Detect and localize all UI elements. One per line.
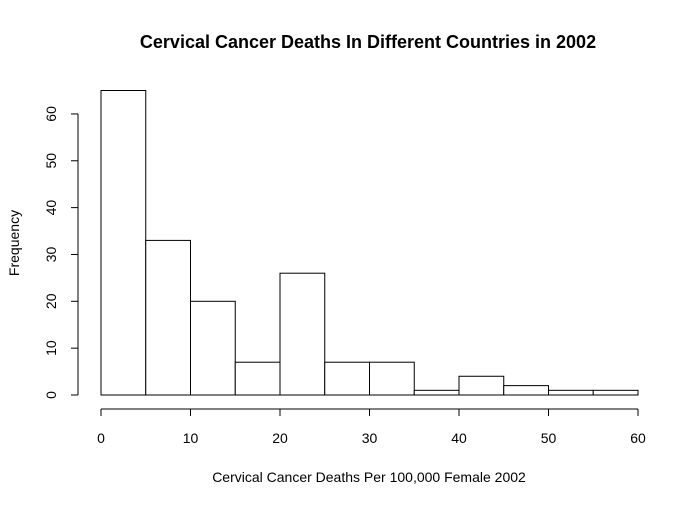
bar-8 [458, 375, 505, 396]
x-axis: 0 10 20 30 40 50 60 [97, 408, 646, 446]
bar-5 [324, 361, 370, 396]
y-tick-label-2: 20 [43, 293, 59, 309]
bar-11 [592, 389, 639, 396]
bar-9 [503, 385, 549, 396]
y-tick-label-4: 40 [43, 200, 59, 216]
chart-title: Cervical Cancer Deaths In Different Coun… [140, 32, 596, 52]
y-tick-label-3: 30 [43, 246, 59, 262]
bar-3 [234, 361, 281, 396]
bar-4 [279, 272, 326, 396]
bar-6 [369, 361, 415, 396]
x-tick-label-4: 40 [451, 430, 467, 446]
x-tick-label-3: 30 [362, 430, 378, 446]
y-tick-label-6: 60 [43, 106, 59, 122]
x-tick-label-1: 10 [183, 430, 199, 446]
x-tick-label-5: 50 [541, 430, 557, 446]
y-tick-label-5: 50 [43, 153, 59, 169]
x-tick-label-6: 60 [630, 430, 646, 446]
bar-7 [413, 389, 460, 396]
x-tick-label-0: 0 [97, 430, 105, 446]
y-tick-label-1: 10 [43, 340, 59, 356]
x-tick-label-2: 20 [272, 430, 288, 446]
bar-0 [100, 90, 147, 396]
y-axis: 0 10 20 30 40 50 60 [43, 106, 79, 399]
bar-1 [145, 239, 191, 396]
y-axis-label: Frequency [6, 210, 22, 276]
x-axis-label: Cervical Cancer Deaths Per 100,000 Femal… [212, 469, 526, 485]
y-tick-label-0: 0 [43, 391, 59, 399]
bars-group [100, 90, 639, 396]
bar-10 [548, 389, 594, 396]
bar-2 [190, 300, 236, 396]
